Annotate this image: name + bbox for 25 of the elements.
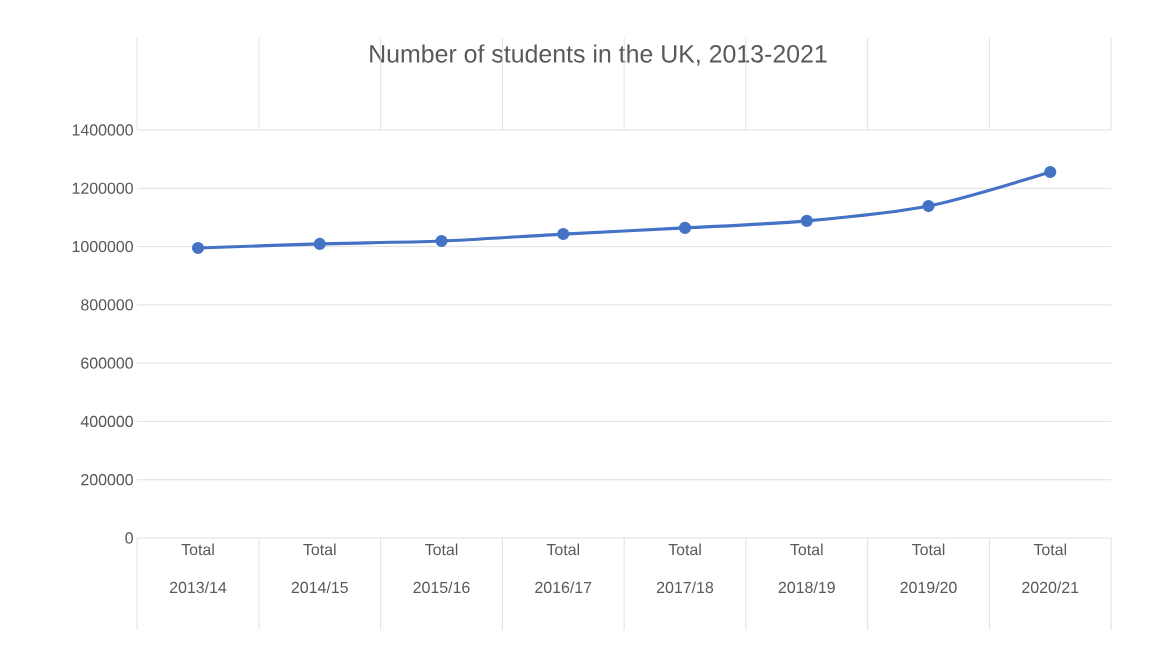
- point: [800, 214, 813, 228]
- y-tick-label: 800000: [81, 299, 133, 311]
- category-label: Total 2019/20: [900, 543, 957, 594]
- point: [922, 199, 935, 213]
- category-label: Total 2013/14: [169, 543, 227, 594]
- y-tick-label: 1200000: [72, 182, 133, 194]
- category-label: Total 2017/18: [656, 543, 714, 594]
- category-label: Total 2018/19: [778, 543, 835, 594]
- y-tick-label: 1400000: [72, 124, 133, 136]
- point: [191, 241, 205, 255]
- point: [435, 234, 448, 248]
- y-tick-label: 0: [125, 532, 133, 544]
- y-tick-label: 600000: [81, 357, 133, 369]
- point: [557, 227, 570, 241]
- point: [1044, 165, 1057, 179]
- category-label: Total 2015/16: [413, 543, 470, 594]
- point: [678, 221, 692, 234]
- chart-title: Number of students in the UK, 2013-2021: [370, 44, 827, 66]
- category-label: Total 2020/21: [1022, 543, 1079, 594]
- y-tick-label: 200000: [81, 474, 133, 486]
- y-tick-label: 1000000: [72, 240, 133, 253]
- y-tick-label: 400000: [80, 415, 133, 428]
- point: [313, 237, 326, 251]
- category-label: Total 2016/17: [535, 543, 592, 594]
- category-label: Total 2014/15: [291, 543, 348, 594]
